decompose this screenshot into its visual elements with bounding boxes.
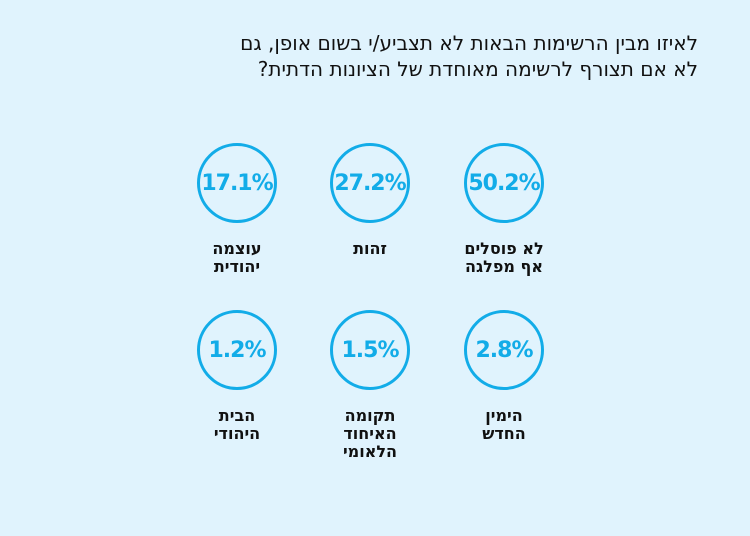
stat-label-line: לא פוסלים <box>464 239 544 258</box>
stat-circle: 17.1% <box>197 143 277 223</box>
stat-circle: 1.2% <box>197 310 277 390</box>
stat-circle: 1.5% <box>330 310 410 390</box>
stat-value: 50.2% <box>468 170 540 196</box>
stat-label: הימין החדש <box>432 407 576 443</box>
stat-value: 1.2% <box>208 337 266 363</box>
stat-label: זהות <box>298 240 442 258</box>
stat-label-line: עוצמה <box>212 239 262 258</box>
stat-label: הבית היהודי <box>165 407 309 443</box>
title-line-1: לאיזו מבין הרשימות הבאות לא תצביע/י בשום… <box>240 31 698 55</box>
stat-value: 27.2% <box>334 170 406 196</box>
stat-label-line: אף מפלגה <box>465 257 543 276</box>
stat-circle: 50.2% <box>464 143 544 223</box>
stat-value: 1.5% <box>341 337 399 363</box>
stat-label-line: הלאומי <box>342 442 398 461</box>
stat-value: 2.8% <box>475 337 533 363</box>
stat-label-line: זהות <box>353 239 387 258</box>
stat-label-line: האיחוד <box>343 424 397 443</box>
stat-label-line: היהודי <box>213 424 261 443</box>
stat-circle: 2.8% <box>464 310 544 390</box>
stat-label: לא פוסלים אף מפלגה <box>432 240 576 276</box>
chart-title: לאיזו מבין הרשימות הבאות לא תצביע/י בשום… <box>138 30 698 82</box>
stat-label-line: הימין <box>485 406 523 425</box>
stat-label-line: תקומה <box>344 406 396 425</box>
stat-value: 17.1% <box>201 170 273 196</box>
title-line-2: לא אם תצורף לרשימה מאוחדת של הציונות הדת… <box>257 57 698 81</box>
stat-circle: 27.2% <box>330 143 410 223</box>
stat-label: תקומה האיחוד הלאומי <box>298 407 442 461</box>
stat-label-line: החדש <box>482 424 526 443</box>
stat-label-line: הבית <box>218 406 256 425</box>
stat-label-line: יהודית <box>213 257 261 276</box>
stat-label: עוצמה יהודית <box>165 240 309 276</box>
